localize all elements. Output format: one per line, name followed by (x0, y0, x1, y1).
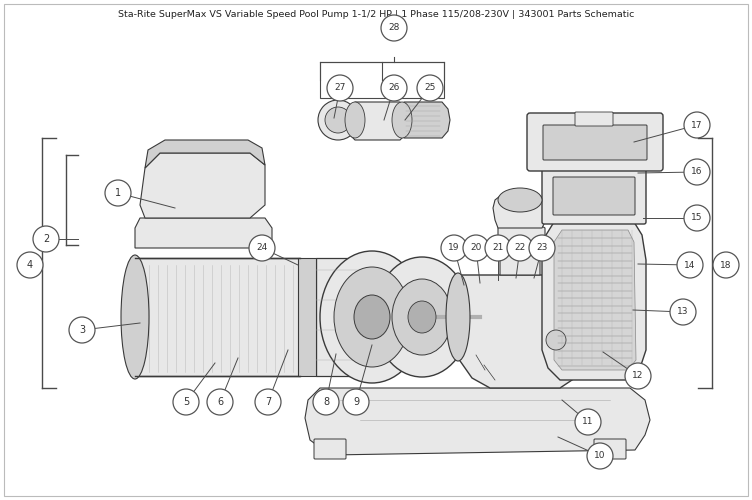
Text: 25: 25 (424, 84, 435, 92)
Text: 12: 12 (632, 372, 644, 380)
Polygon shape (404, 102, 450, 138)
Circle shape (249, 235, 275, 261)
Polygon shape (351, 102, 404, 140)
Ellipse shape (121, 255, 149, 379)
Text: 13: 13 (678, 308, 689, 316)
Ellipse shape (546, 330, 566, 350)
Polygon shape (498, 225, 545, 275)
Text: 1: 1 (115, 188, 121, 198)
FancyBboxPatch shape (135, 258, 300, 376)
FancyBboxPatch shape (527, 113, 663, 171)
Text: 27: 27 (335, 84, 346, 92)
Text: 19: 19 (448, 244, 459, 252)
Text: 3: 3 (79, 325, 85, 335)
Text: 9: 9 (353, 397, 359, 407)
Ellipse shape (392, 279, 452, 355)
Text: 24: 24 (256, 244, 268, 252)
Circle shape (173, 389, 199, 415)
Circle shape (587, 443, 613, 469)
Text: 26: 26 (388, 84, 399, 92)
Ellipse shape (318, 100, 358, 140)
Circle shape (33, 226, 59, 252)
Text: 16: 16 (691, 168, 703, 176)
FancyBboxPatch shape (314, 439, 346, 459)
Text: 11: 11 (582, 418, 594, 426)
Ellipse shape (446, 273, 470, 361)
Text: 17: 17 (691, 120, 703, 130)
FancyBboxPatch shape (542, 168, 646, 224)
FancyBboxPatch shape (543, 125, 647, 160)
Circle shape (69, 317, 95, 343)
Text: 20: 20 (470, 244, 482, 252)
Circle shape (381, 75, 407, 101)
Ellipse shape (320, 251, 424, 383)
Text: 8: 8 (323, 397, 329, 407)
Text: 23: 23 (536, 244, 547, 252)
Text: 4: 4 (27, 260, 33, 270)
Circle shape (417, 75, 443, 101)
Polygon shape (145, 140, 265, 168)
Text: 7: 7 (265, 397, 271, 407)
Text: 14: 14 (684, 260, 696, 270)
Circle shape (313, 389, 339, 415)
Circle shape (713, 252, 739, 278)
Text: 22: 22 (514, 244, 526, 252)
Text: 15: 15 (691, 214, 703, 222)
FancyBboxPatch shape (575, 112, 613, 126)
Circle shape (670, 299, 696, 325)
Circle shape (529, 235, 555, 261)
Circle shape (463, 235, 489, 261)
Polygon shape (588, 295, 626, 340)
FancyBboxPatch shape (594, 439, 626, 459)
Ellipse shape (345, 102, 365, 138)
FancyBboxPatch shape (298, 258, 316, 376)
Circle shape (684, 205, 710, 231)
Circle shape (625, 363, 651, 389)
Circle shape (17, 252, 43, 278)
Polygon shape (493, 196, 548, 228)
Ellipse shape (392, 102, 412, 138)
Circle shape (684, 112, 710, 138)
Text: 10: 10 (594, 452, 606, 460)
Ellipse shape (374, 257, 470, 377)
Polygon shape (140, 153, 265, 218)
Text: 18: 18 (720, 260, 732, 270)
Polygon shape (554, 230, 636, 370)
Ellipse shape (354, 295, 390, 339)
Ellipse shape (334, 267, 410, 367)
Circle shape (485, 235, 511, 261)
Polygon shape (455, 275, 595, 388)
Circle shape (677, 252, 703, 278)
FancyBboxPatch shape (316, 258, 358, 376)
Circle shape (343, 389, 369, 415)
FancyBboxPatch shape (553, 177, 635, 215)
Polygon shape (542, 222, 646, 380)
Circle shape (105, 180, 131, 206)
Polygon shape (135, 218, 272, 248)
Circle shape (684, 159, 710, 185)
Circle shape (207, 389, 233, 415)
Circle shape (575, 409, 601, 435)
Ellipse shape (325, 107, 351, 133)
Ellipse shape (612, 301, 628, 333)
Ellipse shape (408, 301, 436, 333)
Text: 2: 2 (43, 234, 49, 244)
Text: 6: 6 (217, 397, 223, 407)
Polygon shape (305, 388, 650, 455)
Text: Sta-Rite SuperMax VS Variable Speed Pool Pump 1-1/2 HP | 1 Phase 115/208-230V | : Sta-Rite SuperMax VS Variable Speed Pool… (118, 10, 634, 19)
Circle shape (327, 75, 353, 101)
Text: 21: 21 (493, 244, 504, 252)
Text: 5: 5 (183, 397, 189, 407)
Text: 28: 28 (388, 24, 399, 32)
Circle shape (507, 235, 533, 261)
Circle shape (441, 235, 467, 261)
Circle shape (255, 389, 281, 415)
Ellipse shape (498, 188, 542, 212)
Circle shape (381, 15, 407, 41)
